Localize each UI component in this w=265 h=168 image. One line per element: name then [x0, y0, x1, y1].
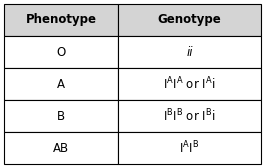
Bar — [4, 36, 118, 68]
Text: ii: ii — [186, 46, 193, 58]
Bar — [118, 36, 261, 68]
Text: O: O — [56, 46, 66, 58]
Bar — [4, 132, 118, 164]
Bar — [4, 4, 118, 36]
Text: Phenotype: Phenotype — [25, 13, 96, 27]
Text: Genotype: Genotype — [158, 13, 221, 27]
Text: A: A — [57, 77, 65, 91]
Bar — [118, 132, 261, 164]
Bar — [4, 100, 118, 132]
Text: $\mathregular{I^AI^B}$: $\mathregular{I^AI^B}$ — [179, 140, 200, 156]
Bar — [4, 68, 118, 100]
Text: B: B — [57, 110, 65, 122]
Text: $\mathregular{I^AI^A}$ or $\mathregular{I^A}$i: $\mathregular{I^AI^A}$ or $\mathregular{… — [163, 76, 216, 92]
Text: $\mathregular{I^BI^B}$ or $\mathregular{I^B}$i: $\mathregular{I^BI^B}$ or $\mathregular{… — [163, 108, 216, 124]
Bar — [118, 68, 261, 100]
Text: AB: AB — [53, 141, 69, 155]
Bar — [118, 100, 261, 132]
Bar — [118, 4, 261, 36]
